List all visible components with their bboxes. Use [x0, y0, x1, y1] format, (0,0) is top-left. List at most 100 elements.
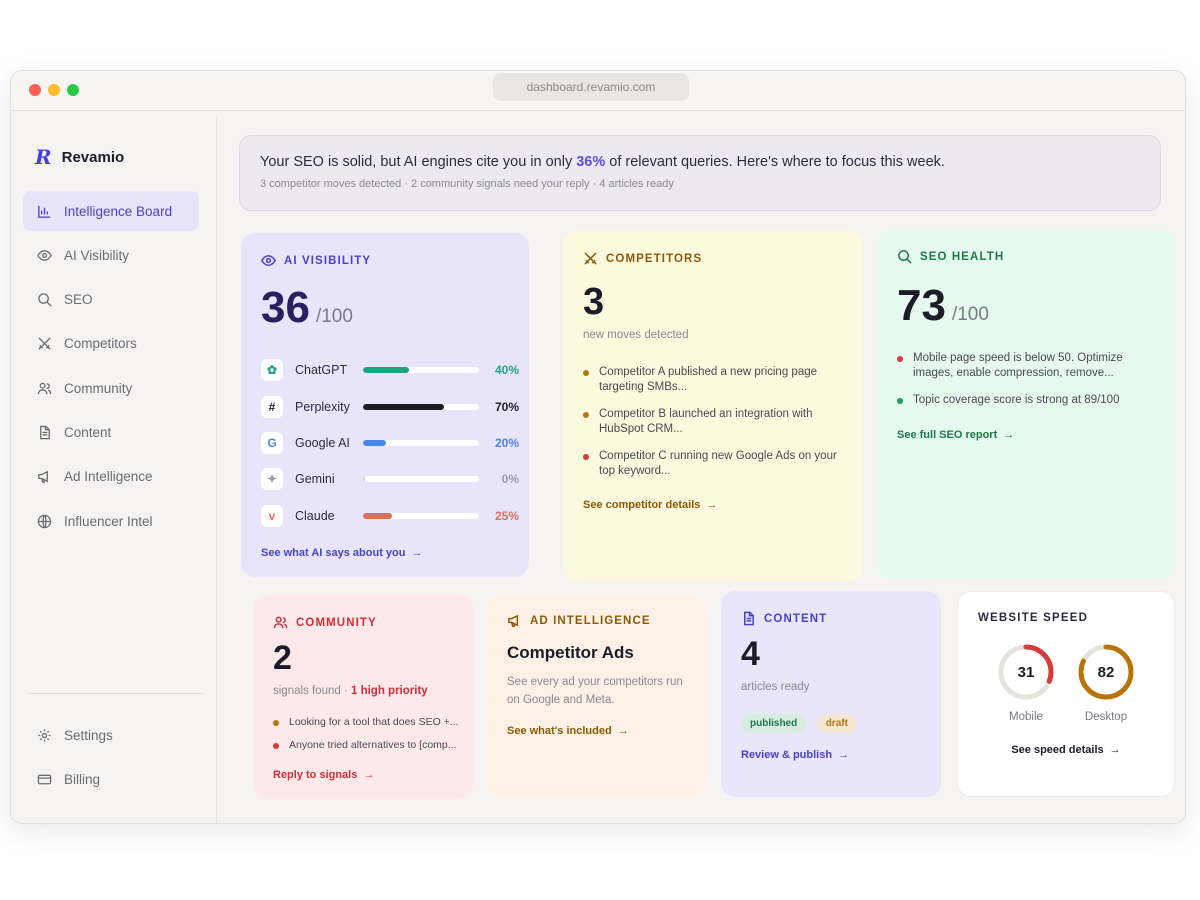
document-icon — [744, 611, 754, 626]
sidebar-item-community[interactable]: Community — [23, 368, 199, 408]
seo-health-card: SEO HEALTH 73 /100 Mobile page speed is … — [877, 229, 1175, 579]
content-status-pills: published draft — [741, 713, 863, 733]
list-item: Topic coverage score is strong at 89/100 — [897, 393, 1159, 408]
sidebar-item-label: Intelligence Board — [64, 203, 173, 219]
sidebar-item-seo[interactable]: SEO — [23, 280, 199, 320]
mobile-score: 31 — [1018, 664, 1035, 681]
list-item: Mobile page speed is below 50. Optimize … — [897, 351, 1159, 381]
see-seo-report-link[interactable]: See full SEO report → — [897, 429, 1014, 441]
engine-progress-bar — [363, 513, 479, 519]
bullet-dot — [583, 412, 589, 418]
url-bar[interactable]: dashboard.revamio.com — [493, 73, 689, 101]
revamio-logo-icon: R — [35, 145, 52, 169]
main-content: Your SEO is solid, but AI engines cite y… — [231, 117, 1175, 817]
sidebar-item-label: Billing — [64, 771, 101, 787]
content-title: CONTENT — [741, 611, 921, 626]
google-icon: G — [261, 432, 283, 454]
ai-engine-row[interactable]: # Perplexity 70% — [261, 394, 519, 420]
mobile-label: Mobile — [1009, 711, 1043, 723]
arrow-right-icon: → — [1109, 744, 1121, 756]
reply-to-signals-link[interactable]: Reply to signals → — [273, 769, 374, 781]
engine-progress-fill — [363, 440, 387, 446]
search-icon — [38, 293, 52, 307]
competitors-count: 3 — [583, 281, 605, 323]
engine-name: Perplexity — [295, 400, 350, 414]
swords-icon — [584, 252, 597, 265]
sidebar-divider — [27, 693, 203, 694]
community-count: 2 — [273, 639, 292, 677]
sidebar-item-label: SEO — [64, 292, 93, 308]
sidebar-item-influencer-intel[interactable]: Influencer Intel — [23, 501, 199, 541]
competitor-moves-list: Competitor A published a new pricing pag… — [583, 365, 845, 491]
score-value: 73 — [897, 281, 946, 330]
bullet-dot — [897, 356, 903, 362]
sidebar-nav: Intelligence Board AI Visibility SEO Com… — [23, 191, 199, 545]
arrow-right-icon: → — [838, 749, 850, 761]
see-competitor-details-link[interactable]: See competitor details → — [583, 499, 717, 511]
draft-pill[interactable]: draft — [816, 714, 857, 733]
engine-percent: 70% — [494, 400, 519, 414]
list-item[interactable]: Anyone tried alternatives to [comp... — [273, 738, 463, 753]
summary-text-end: of relevant queries. Here's where to foc… — [605, 154, 945, 170]
brand[interactable]: R Revamio — [35, 145, 124, 169]
sidebar-item-label: Settings — [64, 727, 113, 743]
eye-icon — [37, 249, 52, 261]
engine-progress-bar — [363, 404, 479, 410]
arrow-right-icon: → — [617, 725, 629, 737]
ai-engine-row[interactable]: ✿ ChatGPT 40% — [261, 357, 519, 383]
sidebar-item-competitors[interactable]: Competitors — [23, 324, 199, 364]
ai-engine-row[interactable]: v Claude 25% — [261, 503, 519, 529]
engine-progress-bar — [363, 367, 479, 373]
desktop-score: 82 — [1098, 664, 1115, 681]
seo-issues-list: Mobile page speed is below 50. Optimize … — [897, 351, 1159, 420]
list-item: Competitor C running new Google Ads on y… — [583, 449, 845, 479]
list-item-text: Looking for a tool that does SEO +... — [289, 716, 459, 728]
engine-progress-fill — [363, 476, 365, 482]
card-title-text: CONTENT — [764, 612, 828, 625]
maximize-window-button[interactable] — [67, 84, 79, 96]
content-count: 4 — [741, 635, 760, 673]
engine-percent: 25% — [494, 509, 519, 523]
card-title-text: COMPETITORS — [606, 252, 703, 265]
ai-engine-row[interactable]: ✦ Gemini 0% — [261, 466, 519, 492]
published-pill[interactable]: published — [741, 714, 807, 733]
list-item-text: Topic coverage score is strong at 89/100 — [913, 394, 1120, 406]
card-icon — [37, 774, 52, 785]
sidebar-item-ai-visibility[interactable]: AI Visibility — [23, 235, 199, 275]
perplexity-icon: # — [261, 396, 283, 418]
see-ai-link[interactable]: See what AI says about you → — [261, 547, 422, 559]
see-speed-details-link[interactable]: See speed details → — [958, 744, 1174, 756]
link-text: See what's included — [507, 725, 612, 737]
desktop-gauge-arc — [1078, 644, 1134, 700]
bullet-dot — [273, 743, 279, 749]
sidebar-item-ad-intelligence[interactable]: Ad Intelligence — [23, 457, 199, 497]
sidebar-item-settings[interactable]: Settings — [23, 715, 199, 755]
sidebar-item-billing[interactable]: Billing — [23, 759, 199, 799]
bullet-dot — [273, 720, 279, 726]
arrow-right-icon: → — [411, 547, 423, 559]
link-text: See what AI says about you — [261, 547, 406, 559]
card-title-text: WEBSITE SPEED — [978, 612, 1089, 624]
content-caption: articles ready — [741, 681, 810, 693]
list-item[interactable]: Looking for a tool that does SEO +... — [273, 715, 463, 730]
claude-icon: v — [261, 505, 283, 527]
sidebar-item-intelligence-board[interactable]: Intelligence Board — [23, 191, 199, 231]
swords-icon — [38, 337, 51, 350]
ai-engine-row[interactable]: G Google AI 20% — [261, 430, 519, 456]
seo-health-score: 73 /100 — [897, 281, 989, 331]
engine-progress-fill — [363, 404, 445, 410]
desktop-label: Desktop — [1085, 711, 1127, 723]
summary-banner: Your SEO is solid, but AI engines cite y… — [239, 135, 1161, 211]
users-icon — [37, 382, 52, 394]
card-title-text: AD INTELLIGENCE — [530, 614, 651, 627]
ai-visibility-score: 36 /100 — [261, 283, 353, 333]
see-whats-included-link[interactable]: See what's included → — [507, 725, 629, 737]
sidebar-item-label: AI Visibility — [64, 247, 130, 263]
close-window-button[interactable] — [29, 84, 41, 96]
sidebar-item-content[interactable]: Content — [23, 412, 199, 452]
link-text: See full SEO report — [897, 429, 998, 441]
review-publish-link[interactable]: Review & publish → — [741, 749, 849, 761]
brand-name: Revamio — [61, 148, 125, 166]
sidebar-item-label: Content — [64, 424, 112, 440]
minimize-window-button[interactable] — [48, 84, 60, 96]
